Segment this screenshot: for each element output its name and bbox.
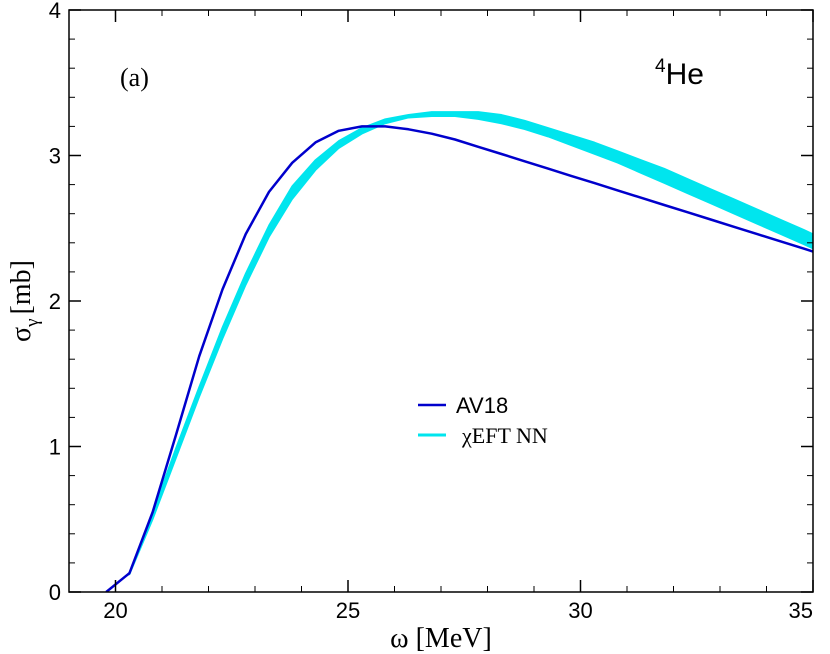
series-chieft-nn-band (128, 111, 813, 576)
series-layer (105, 111, 813, 592)
x-axis-unit: [MeV] (416, 623, 492, 654)
nucleus-symbol: He (666, 58, 704, 91)
y-tick-label: 3 (49, 144, 61, 169)
nucleus-label: 4He (655, 56, 704, 91)
x-tick-label: 20 (103, 598, 127, 623)
y-tick-label: 0 (49, 580, 61, 605)
x-tick-label: 30 (568, 598, 592, 623)
ticks-layer: 20 25 30 35 0 1 2 3 4 (49, 0, 814, 623)
panel-label: (a) (120, 63, 149, 92)
plot-frame (68, 9, 814, 593)
x-tick-label: 25 (336, 598, 360, 623)
x-axis-label: ω [MeV] (390, 623, 492, 654)
legend-label-chieft: χEFT NN (461, 423, 548, 448)
y-axis-label: σγ [mb] (6, 260, 43, 342)
y-tick-label: 1 (49, 435, 61, 460)
x-tick-label: 35 (789, 598, 813, 623)
y-axis-unit: [mb] (6, 260, 37, 314)
legend-label-av18: AV18 (456, 393, 508, 418)
y-axis-subscript: γ (22, 318, 43, 327)
y-axis-symbol: σ (6, 327, 37, 342)
series-av18-line (105, 125, 813, 592)
x-axis-symbol: ω (390, 623, 408, 654)
legend: AV18 χEFT NN (418, 393, 548, 448)
nucleus-mass-number: 4 (655, 56, 666, 77)
y-tick-label: 4 (49, 0, 61, 23)
y-tick-label: 2 (49, 289, 61, 314)
